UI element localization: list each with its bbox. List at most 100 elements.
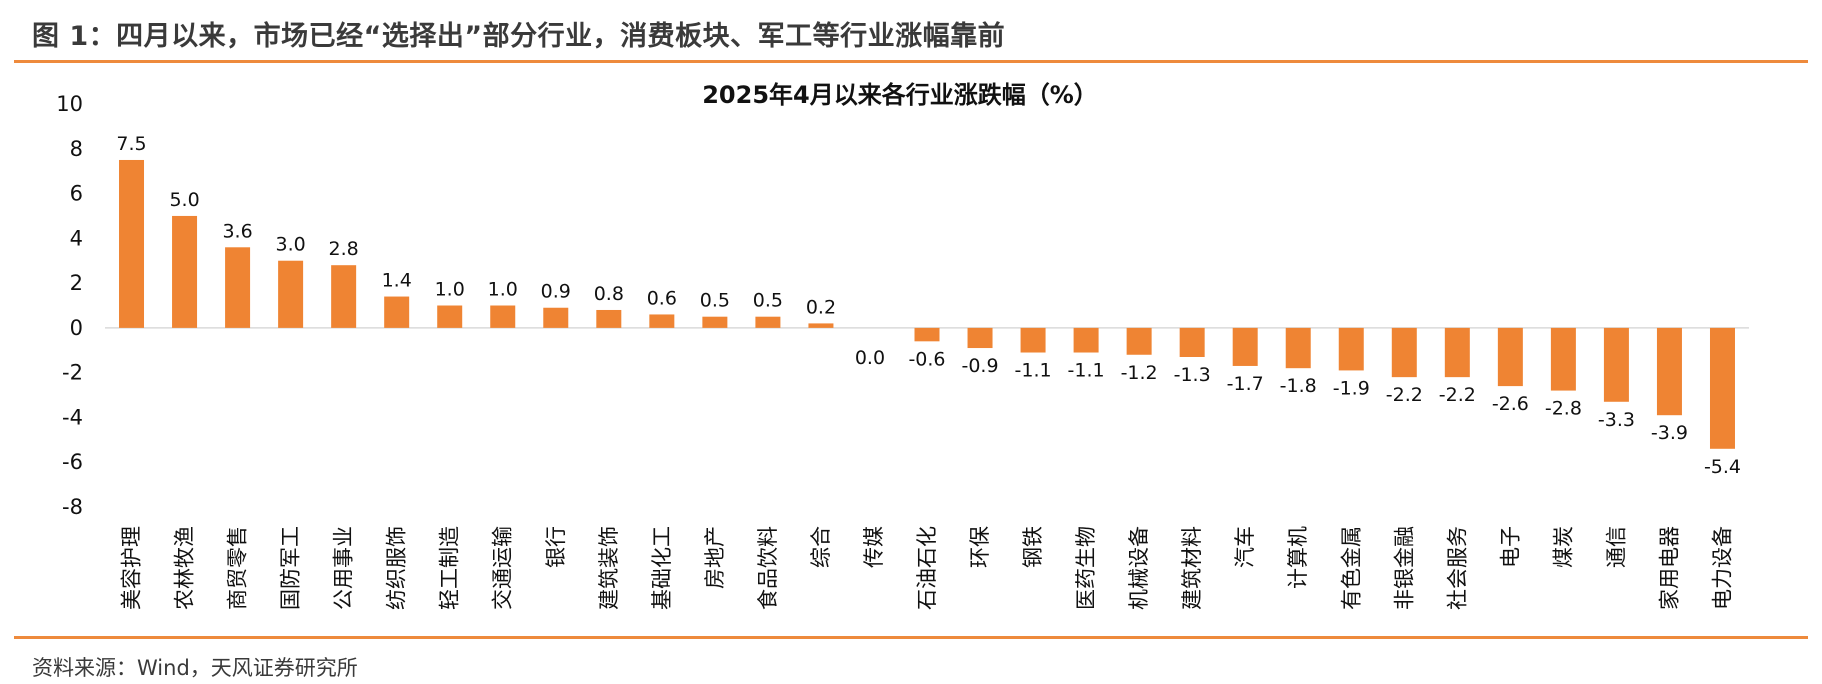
data-label: 0.0	[855, 347, 885, 369]
data-label: 1.4	[382, 270, 412, 292]
data-label: -2.8	[1545, 398, 1582, 420]
x-tick-label: 纺织服饰	[385, 526, 409, 610]
y-tick-label: 6	[70, 182, 83, 206]
data-label: 7.5	[116, 133, 146, 155]
data-label: 0.5	[700, 290, 730, 312]
data-label: 0.9	[541, 281, 571, 303]
x-tick-label: 综合	[809, 526, 833, 568]
bar	[543, 307, 569, 328]
y-axis: 10 8 6 4 2 0 -2 -4 -6 -8	[56, 92, 83, 519]
x-tick-label: 社会服务	[1445, 526, 1469, 610]
x-tick-label: 国防军工	[279, 526, 303, 610]
bar	[1338, 327, 1364, 371]
x-tick-label: 银行	[544, 526, 568, 568]
bar	[1391, 327, 1417, 378]
y-tick-label: 2	[70, 271, 83, 295]
bar	[225, 247, 251, 328]
x-tick-label: 农林牧渔	[173, 526, 197, 610]
data-label: -5.4	[1704, 456, 1741, 478]
data-label: -3.9	[1651, 422, 1688, 444]
bottom-rule	[14, 636, 1808, 639]
data-label: -0.6	[908, 348, 945, 370]
x-tick-label: 电子	[1498, 526, 1522, 568]
bar	[278, 260, 304, 328]
data-label: -1.1	[1068, 360, 1105, 382]
x-tick-label: 环保	[968, 526, 992, 568]
y-tick-label: -4	[62, 405, 83, 429]
data-labels: 7.5 5.0 3.6 3.0 2.8 1.4 1.0 1.0 0.9 0.8 0.6 0.5 0.5 0…	[116, 133, 1741, 478]
data-label: -2.2	[1386, 384, 1423, 406]
y-tick-label: -2	[62, 361, 83, 385]
bar	[384, 296, 410, 328]
bar	[1179, 327, 1205, 357]
data-label: -2.2	[1439, 384, 1476, 406]
x-tick-label: 通信	[1604, 526, 1628, 568]
x-tick-label: 机械设备	[1127, 526, 1151, 610]
x-tick-label: 计算机	[1286, 526, 1310, 589]
x-tick-label: 传媒	[862, 526, 886, 568]
data-label: -1.8	[1280, 375, 1317, 397]
x-tick-label: 建筑装饰	[597, 526, 621, 610]
source-note: 资料来源：Wind，天风证券研究所	[32, 656, 358, 680]
bar	[1603, 327, 1629, 402]
x-axis: 美容护理 农林牧渔 商贸零售 国防军工 公用事业 纺织服饰 轻工制造 交通运输 银行 建筑装饰 基础…	[120, 526, 1735, 610]
top-rule	[14, 60, 1808, 63]
chart-title: 2025年4月以来各行业涨跌幅（%）	[702, 81, 1098, 109]
x-tick-label: 煤炭	[1551, 526, 1575, 568]
bar	[649, 314, 675, 328]
bar	[914, 327, 940, 342]
bars	[119, 159, 1735, 449]
x-tick-label: 交通运输	[491, 526, 515, 610]
data-label: 3.6	[222, 220, 252, 242]
data-label: -1.2	[1121, 362, 1158, 384]
x-tick-label: 轻工制造	[438, 526, 462, 610]
data-label: 0.2	[806, 296, 836, 318]
bar	[967, 327, 993, 349]
data-label: 2.8	[329, 238, 359, 260]
x-tick-label: 食品饮料	[756, 526, 780, 610]
y-tick-label: 8	[70, 137, 83, 161]
x-tick-label: 钢铁	[1021, 526, 1045, 568]
data-label: 1.0	[435, 279, 465, 301]
bar	[490, 305, 516, 328]
x-tick-label: 非银金融	[1392, 526, 1416, 610]
bar	[702, 316, 728, 328]
data-label: 0.5	[753, 290, 783, 312]
y-tick-label: -8	[62, 495, 83, 519]
bar	[1656, 327, 1682, 416]
y-tick-label: -6	[62, 450, 83, 474]
bar-chart: 2025年4月以来各行业涨跌幅（%） 10 8 6 4 2 0 -2 -4 -6 -8 7.5 5.…	[56, 81, 1749, 610]
bar	[808, 323, 834, 328]
data-label: -1.3	[1174, 364, 1211, 386]
x-tick-label: 电力设备	[1710, 526, 1734, 610]
data-label: 0.8	[594, 283, 624, 305]
y-tick-label: 4	[70, 226, 83, 250]
data-label: 1.0	[488, 279, 518, 301]
bar	[119, 159, 145, 328]
x-tick-label: 基础化工	[650, 526, 674, 610]
x-tick-label: 商贸零售	[226, 526, 250, 610]
bar	[755, 316, 781, 328]
x-tick-label: 汽车	[1233, 526, 1257, 568]
data-label: -0.9	[961, 355, 998, 377]
x-tick-label: 医药生物	[1074, 526, 1098, 610]
data-label: -1.7	[1227, 373, 1264, 395]
data-label: -1.1	[1015, 360, 1052, 382]
x-tick-label: 建筑材料	[1180, 526, 1204, 610]
bar	[437, 305, 463, 328]
x-tick-label: 有色金属	[1339, 526, 1363, 610]
bar	[1020, 327, 1046, 353]
data-label: -1.9	[1333, 377, 1370, 399]
data-label: 5.0	[169, 189, 199, 211]
bar	[172, 215, 198, 328]
bar	[1073, 327, 1099, 353]
x-tick-label: 美容护理	[120, 526, 144, 610]
figure-title: 图 1：四月以来，市场已经“选择出”部分行业，消费板块、军工等行业涨幅靠前	[32, 21, 1006, 52]
bar	[1285, 327, 1311, 369]
data-label: 3.0	[276, 234, 306, 256]
data-label: -3.3	[1598, 409, 1635, 431]
bar	[1444, 327, 1470, 378]
data-label: -2.6	[1492, 393, 1529, 415]
x-tick-label: 家用电器	[1657, 526, 1681, 610]
bar	[1497, 327, 1523, 387]
